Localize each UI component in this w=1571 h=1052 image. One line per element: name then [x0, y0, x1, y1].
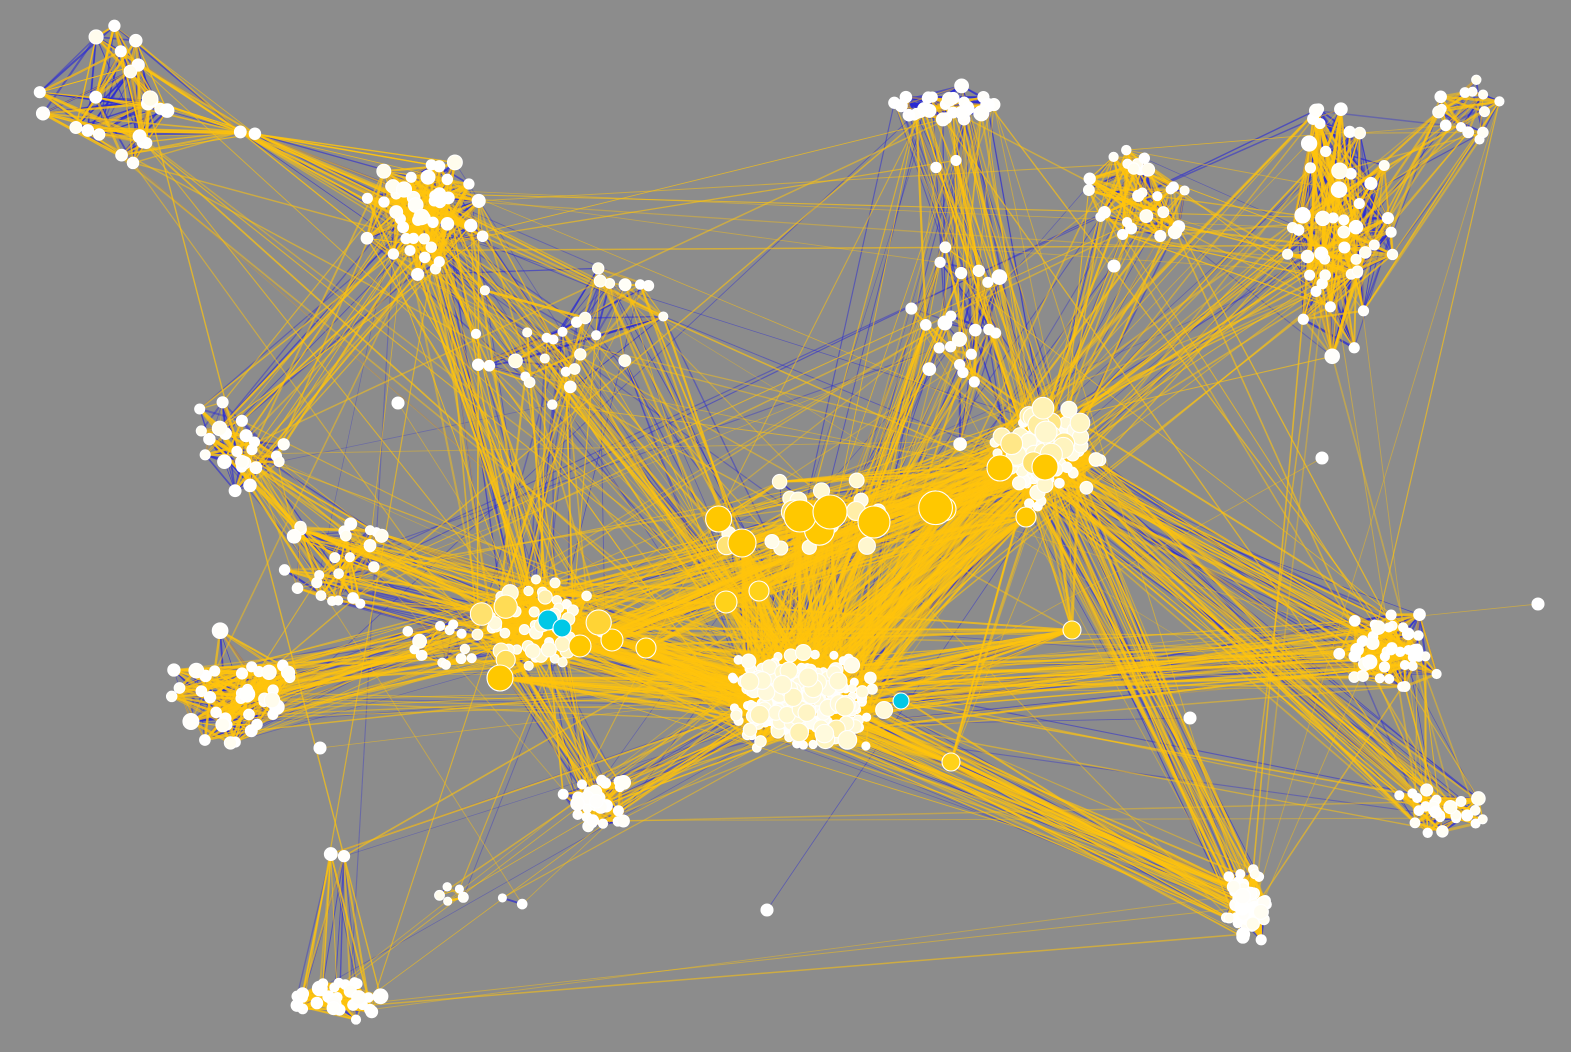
graph-edge-gold — [42, 112, 122, 156]
graph-edge-gold — [234, 698, 265, 743]
graph-edge-gold — [120, 51, 134, 163]
graph-edge-gold — [94, 25, 116, 98]
graph-edge-gold — [573, 284, 650, 370]
graph-edge-blue — [484, 289, 820, 531]
graph-edge-blue — [476, 331, 564, 635]
graph-edge-gold — [551, 371, 567, 405]
graph-edge-blue — [98, 25, 116, 135]
graph-edge-gold — [573, 317, 586, 370]
graph-edge-blue — [942, 119, 946, 324]
graph-edge-gold — [42, 112, 140, 138]
graph-edge-blue — [204, 454, 236, 492]
graph-edge-gold — [219, 629, 284, 667]
graph-edge-gold — [132, 110, 168, 164]
graph-edge-blue — [279, 404, 553, 463]
graph-edge-blue — [343, 856, 358, 984]
graph-edge-blue — [318, 212, 397, 576]
graph-edge-blue — [1392, 132, 1484, 255]
graph-edge-blue — [219, 211, 397, 429]
graph-edge-gold — [135, 40, 168, 111]
graph-edge-gold — [223, 420, 243, 463]
graph-edge-blue — [434, 195, 559, 629]
graph-edge-blue — [199, 408, 243, 422]
graph-edge-gold — [366, 237, 432, 248]
graph-edge-gold — [75, 36, 97, 128]
graph-edge-gold — [292, 535, 321, 576]
graph-edge-blue — [468, 183, 535, 612]
graph-edge-blue — [584, 280, 601, 319]
graph-edge-blue — [433, 200, 493, 629]
graph-edge-gold — [42, 71, 131, 114]
graph-edge-gold — [171, 695, 217, 714]
graph-edge-gold — [94, 96, 123, 156]
graph-edge-gold — [39, 64, 139, 93]
graph-edge-blue — [1006, 471, 1246, 905]
graph-edge-blue — [1414, 817, 1457, 824]
graph-edge-blue — [534, 231, 1392, 613]
graph-edge-blue — [95, 36, 141, 137]
graph-edge-gold — [134, 40, 145, 143]
graph-edge-gold — [284, 565, 374, 571]
graph-edge-blue — [595, 284, 626, 336]
graph-edge-blue — [438, 166, 510, 650]
graph-edge-blue — [561, 331, 576, 370]
graph-edge-blue — [333, 856, 345, 1003]
graph-edge-blue — [1174, 231, 1333, 357]
graph-edge-blue — [349, 193, 397, 992]
graph-edge-blue — [900, 105, 1024, 482]
graph-edge-blue — [251, 449, 340, 574]
graph-edge-blue — [98, 134, 786, 730]
graph-edge-gold — [119, 51, 144, 143]
graph-edge-blue — [489, 364, 526, 378]
graph-edge-blue — [585, 315, 664, 319]
